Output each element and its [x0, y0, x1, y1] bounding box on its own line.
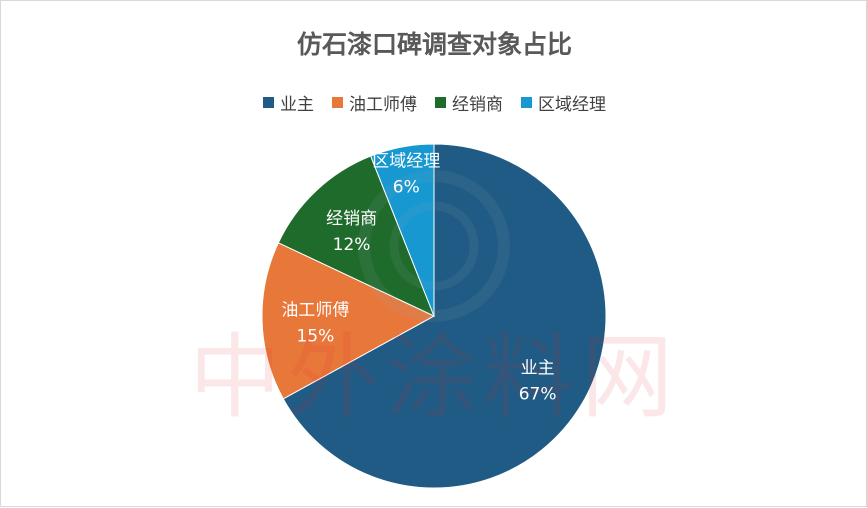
- pie-slice-regional-manager: [370, 143, 435, 317]
- legend-item-owner: 业主: [263, 90, 314, 115]
- legend-swatch-owner: [263, 97, 274, 108]
- legend-swatch-dealer: [435, 97, 446, 108]
- watermark: 中外涂料网: [189, 170, 679, 431]
- legend-item-dealer: 经销商: [435, 90, 503, 115]
- pie-slices: [261, 143, 607, 489]
- data-label-value-owner: 67%: [519, 384, 557, 404]
- data-label-value-painter: 15%: [296, 327, 334, 347]
- legend-label-owner: 业主: [280, 95, 314, 115]
- data-label-name-owner: 业主: [521, 358, 555, 378]
- data-label-name-painter: 油工师傅: [281, 301, 349, 321]
- data-label-name-regional-manager: 区域经理: [372, 152, 440, 172]
- legend-item-painter: 油工师傅: [332, 90, 417, 115]
- legend-label-painter: 油工师傅: [349, 95, 417, 115]
- watermark-logo-ring-inner: [389, 201, 479, 291]
- watermark-logo-ring-outer: [358, 170, 510, 322]
- legend-swatch-painter: [332, 97, 343, 108]
- data-label-value-dealer: 12%: [333, 235, 371, 255]
- data-label-name-dealer: 经销商: [326, 209, 377, 229]
- legend-label-regional-manager: 区域经理: [538, 95, 606, 115]
- pie-slice-painter: [261, 242, 436, 400]
- legend-label-dealer: 经销商: [452, 95, 503, 115]
- legend: 业主 油工师傅 经销商 区域经理: [1, 90, 867, 115]
- pie-slice-owner: [282, 143, 607, 489]
- pie-slice-dealer: [277, 155, 435, 317]
- data-label-value-regional-manager: 6%: [393, 178, 420, 198]
- watermark-text: 中外涂料网: [189, 324, 679, 431]
- chart-title: 仿石漆口碑调查对象占比: [296, 30, 572, 59]
- legend-swatch-regional-manager: [521, 97, 532, 108]
- pie-labels: 业主 67% 油工师傅 15% 经销商 12% 区域经理 6%: [281, 152, 556, 405]
- legend-item-regional-manager: 区域经理: [521, 90, 606, 115]
